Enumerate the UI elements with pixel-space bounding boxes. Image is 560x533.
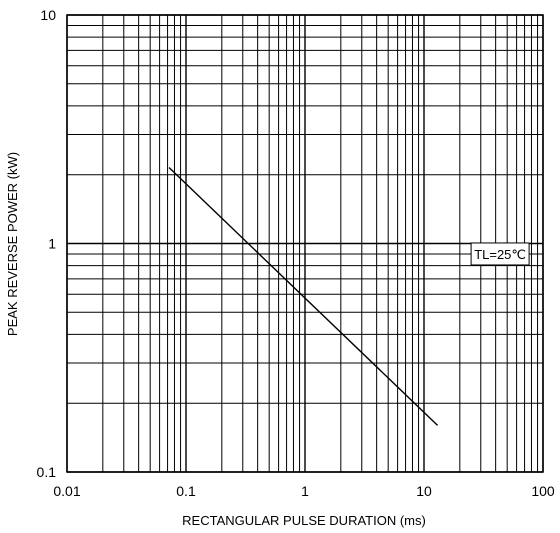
x-tick-label: 100 — [531, 483, 555, 499]
x-tick-label: 1 — [301, 483, 309, 499]
plot-border — [66, 14, 544, 473]
y-axis-title: PEAK REVERSE POWER (kW) — [5, 152, 20, 336]
annotations: TL=25℃ — [470, 242, 530, 266]
y-tick-label: 10 — [40, 7, 56, 23]
tick-labels: 0.01 0.1 1 10 100 0.1 1 10 — [37, 7, 555, 499]
grid-lines — [66, 14, 544, 473]
series-layer — [168, 167, 439, 426]
series-line-1 — [168, 167, 439, 426]
x-tick-label: 10 — [416, 483, 432, 499]
plot-frame — [66, 14, 544, 473]
annotation-label: TL=25℃ — [474, 247, 526, 262]
x-axis-title: RECTANGULAR PULSE DURATION (ms) — [182, 513, 426, 528]
y-tick-label: 1 — [48, 236, 56, 252]
x-tick-label: 0.01 — [53, 483, 80, 499]
x-tick-label: 0.1 — [176, 483, 196, 499]
y-tick-label: 0.1 — [37, 464, 57, 480]
annotation-box — [470, 242, 530, 266]
